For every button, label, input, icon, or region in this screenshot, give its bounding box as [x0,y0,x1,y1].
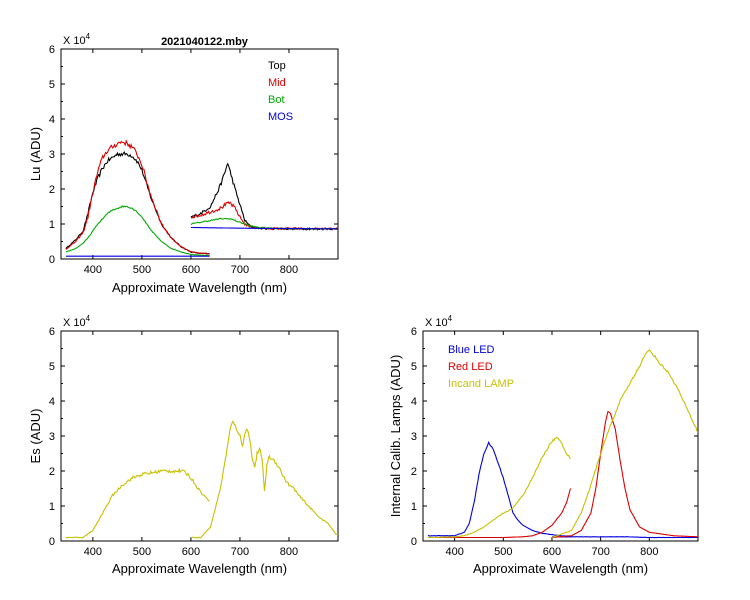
x-tick-label: 600 [543,546,561,558]
series-line-incand-lamp [551,349,698,539]
y-tick-label: 4 [411,396,417,408]
x-tick-label: 600 [182,546,200,558]
plot-frame [60,330,339,542]
exponent-label: X 104 [63,32,91,47]
x-tick-label: 800 [640,546,658,558]
x-axis-label: Approximate Wavelength (nm) [112,280,287,295]
y-tick-label: 5 [49,79,55,91]
legend-entry: Mid [268,77,286,89]
chart-title: 2021040122.mby [161,36,249,48]
y-tick-label: 1 [49,219,55,231]
x-tick-label: 800 [280,546,298,558]
chart-lamps: 400 500 600 700 800 0 1 2 3 4 5 6 X 104 Approximate W… [388,314,699,576]
y-tick-label: 5 [49,361,55,373]
x-tick-label: 400 [84,546,102,558]
legend-entry: Incand LAMP [448,378,514,390]
x-tick-label: 400 [445,546,463,558]
x-axis-label: Approximate Wavelength (nm) [473,561,648,576]
y-tick-label: 6 [411,326,417,338]
y-tick-label: 2 [411,466,417,478]
legend-entry: Bot [268,94,285,106]
x-tick-label: 500 [494,546,512,558]
chart-lu: 400 500 600 700 800 0 1 2 3 4 5 6 X 104 2021040122.mb… [28,32,339,295]
y-tick-label: 2 [49,466,55,478]
series-line-mos [190,226,338,230]
y-tick-label: 3 [49,149,55,161]
y-axis-label: Internal Calib. Lamps (ADU) [388,355,403,518]
legend-entry: MOS [268,111,293,123]
x-tick-label: 700 [591,546,609,558]
series-line-es [65,467,210,539]
y-axis-label: Lu (ADU) [28,127,43,181]
x-axis-label: Approximate Wavelength (nm) [112,561,287,576]
legend-entry: Red LED [448,361,493,373]
x-tick-label: 400 [84,264,102,276]
x-tick-label: 800 [280,264,298,276]
y-tick-label: 1 [411,501,417,513]
y-axis-label: Es (ADU) [28,409,43,464]
series-line-blue-led [427,440,571,537]
series-line-es [190,420,338,539]
y-tick-label: 0 [411,536,417,548]
x-tick-label: 700 [231,546,249,558]
x-tick-label: 500 [133,264,151,276]
series-line-red-led [551,410,698,539]
x-tick-label: 600 [182,264,200,276]
series-line-red-led [427,488,572,539]
y-tick-label: 3 [411,431,417,443]
series-line-bot [65,204,210,257]
y-tick-label: 5 [411,361,417,373]
series-line-mid [190,201,338,232]
y-tick-label: 1 [49,501,55,513]
exponent-label: X 104 [63,314,91,329]
y-tick-label: 0 [49,536,55,548]
y-tick-label: 2 [49,184,55,196]
series-line-mid [65,139,210,255]
exponent-label: X 104 [425,314,453,329]
series-line-incand-lamp [427,436,571,539]
legend-entry: Blue LED [448,344,495,356]
y-tick-label: 6 [49,326,55,338]
legend-entry: Top [268,60,286,72]
x-tick-label: 700 [231,264,249,276]
chart-es: 400 500 600 700 800 0 1 2 3 4 5 6 X 104 Approximate W… [28,314,339,576]
x-tick-label: 500 [133,546,151,558]
y-tick-label: 6 [49,44,55,56]
series-line-blue-led [551,536,698,539]
y-tick-label: 3 [49,431,55,443]
y-tick-label: 4 [49,396,55,408]
y-tick-label: 4 [49,114,55,126]
y-tick-label: 0 [49,254,55,266]
